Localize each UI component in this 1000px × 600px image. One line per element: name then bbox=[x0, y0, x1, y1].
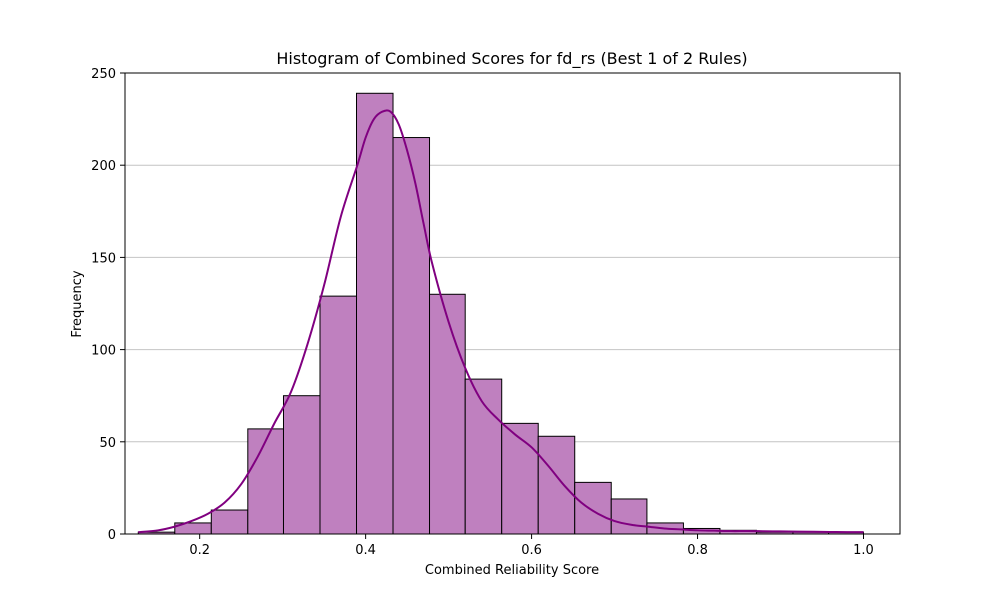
histogram-bar-5 bbox=[319, 295, 358, 535]
plot-frame bbox=[124, 72, 901, 535]
histogram-bar-4 bbox=[282, 395, 321, 535]
y-tick-label-1: 50 bbox=[99, 436, 116, 451]
y-tick-label-3: 150 bbox=[91, 251, 116, 266]
histogram-bar-12 bbox=[574, 481, 612, 535]
y-tick-label-5: 250 bbox=[91, 67, 116, 82]
kde-curve bbox=[138, 109, 864, 534]
chart-title: Histogram of Combined Scores for fd_rs (… bbox=[276, 49, 747, 69]
histogram-bar-3 bbox=[247, 428, 284, 535]
x-tick-label-0: 0.2 bbox=[189, 543, 210, 558]
histogram-bar-7 bbox=[392, 137, 431, 535]
x-axis-label: Combined Reliability Score bbox=[425, 563, 599, 578]
y-axis-label: Frequency bbox=[70, 270, 85, 337]
x-tick-label-2: 0.6 bbox=[521, 543, 542, 558]
y-tick-label-2: 100 bbox=[91, 344, 116, 359]
x-tick-label-3: 0.8 bbox=[687, 543, 708, 558]
y-tick-label-4: 200 bbox=[91, 159, 116, 174]
x-axis-ticks: 0.2 0.4 0.6 0.8 1.0 bbox=[189, 534, 874, 558]
histogram-bar-13 bbox=[610, 498, 648, 535]
y-tick-label-0: 0 bbox=[108, 528, 116, 543]
histogram-bar-6 bbox=[356, 92, 394, 535]
kde-curve-group bbox=[138, 109, 864, 534]
grid-lines bbox=[125, 72, 900, 443]
histogram-bar-10 bbox=[501, 422, 539, 535]
histogram-bars bbox=[137, 92, 864, 535]
histogram-bar-2 bbox=[210, 509, 249, 535]
histogram-bar-8 bbox=[429, 293, 466, 535]
y-axis-ticks: 0 50 100 150 200 250 bbox=[91, 67, 125, 543]
x-tick-label-1: 0.4 bbox=[355, 543, 376, 558]
histogram-bar-11 bbox=[537, 435, 576, 535]
x-tick-label-4: 1.0 bbox=[853, 543, 874, 558]
